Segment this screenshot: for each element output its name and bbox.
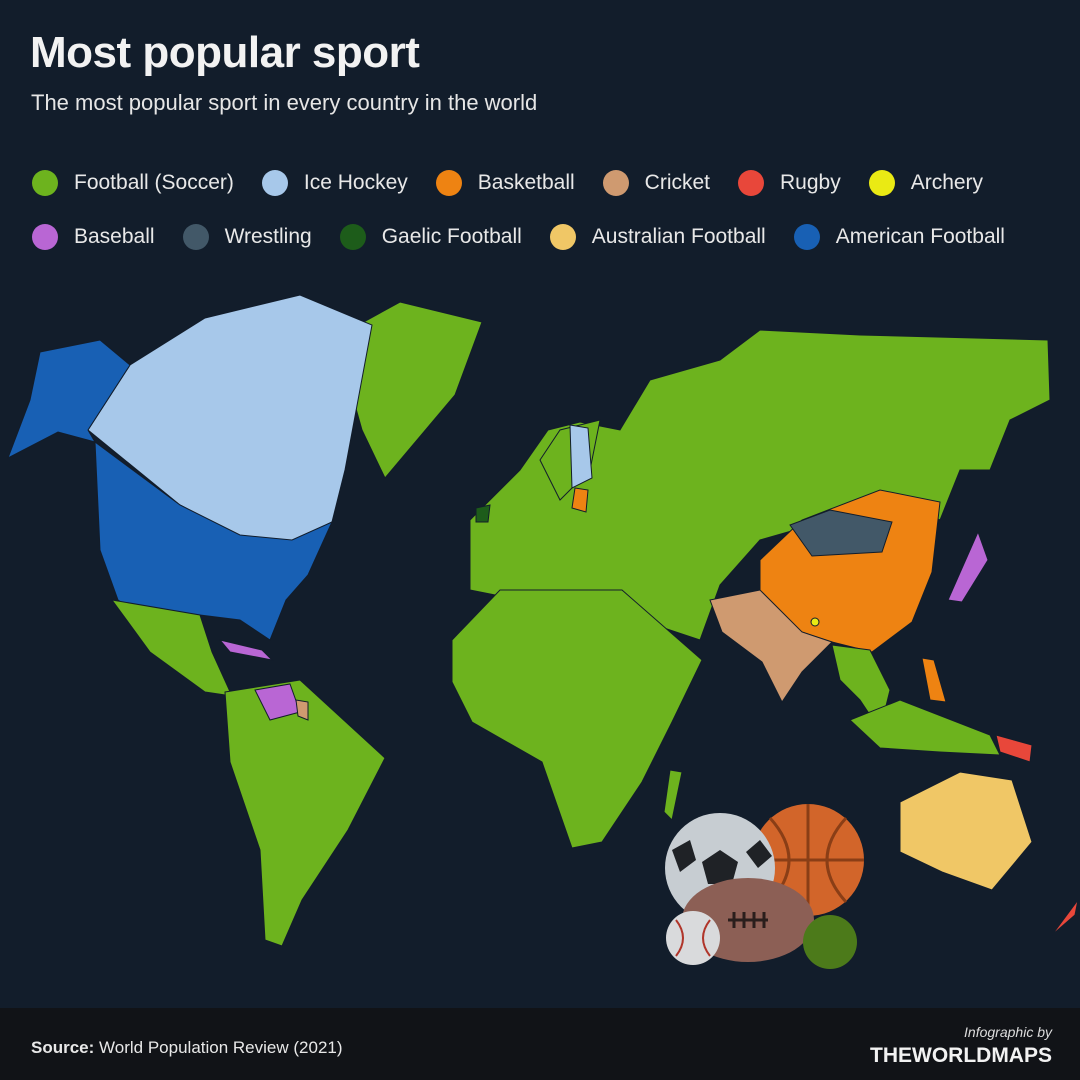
legend-swatch: [549, 224, 576, 250]
region-japan: [947, 530, 989, 603]
source-text: World Population Review (2021): [99, 1038, 343, 1057]
brand-logo: THEWORLDMAPS: [870, 1044, 1052, 1067]
region-caribbean: [218, 639, 274, 661]
legend-label: Wrestling: [224, 225, 312, 248]
region-australia: [899, 771, 1033, 891]
legend-label: Gaelic Football: [381, 225, 522, 248]
legend-item: Archery: [868, 170, 984, 196]
legend-item: Rugby: [738, 170, 841, 196]
legend-item: Australian Football: [549, 224, 766, 250]
legend-row: Baseball Wrestling Gaelic Football Australi…: [32, 210, 1072, 264]
region-png: [995, 734, 1033, 763]
legend-label: Ice Hockey: [303, 171, 408, 194]
legend-item: Wrestling: [182, 224, 312, 250]
region-finland: [569, 424, 593, 489]
legend-item: Baseball: [32, 224, 155, 250]
region-ireland: [475, 504, 491, 523]
source-label: Source:: [31, 1038, 95, 1057]
credit-prefix: Infographic by: [964, 1024, 1052, 1040]
legend-item: Ice Hockey: [261, 170, 408, 196]
legend-item: Cricket: [602, 170, 710, 196]
legend-swatch: [182, 224, 209, 250]
legend-label: Australian Football: [591, 225, 766, 248]
region-new-zealand: [1051, 899, 1079, 936]
legend-label: Rugby: [780, 171, 841, 194]
legend-label: Archery: [910, 171, 984, 194]
region-india: [709, 589, 833, 703]
legend-swatch: [339, 224, 366, 250]
region-bhutan: [810, 617, 820, 627]
baseball-icon: [666, 911, 720, 965]
page-subtitle: The most popular sport in every country …: [31, 90, 538, 115]
legend-swatch: [32, 170, 58, 196]
legend-label: Baseball: [74, 225, 155, 248]
legend-item: Basketball: [435, 170, 575, 196]
region-africa: [451, 589, 703, 849]
region-mongolia: [789, 509, 893, 557]
region-guyana: [295, 699, 309, 721]
legend-swatch: [435, 170, 462, 196]
footer: Source: World Population Review (2021) I…: [0, 1008, 1080, 1080]
legend-label: Cricket: [644, 171, 710, 194]
region-indonesia: [849, 699, 1001, 756]
page-title: Most popular sport: [30, 28, 420, 77]
legend-swatch: [32, 224, 58, 250]
legend-item: Football (Soccer): [32, 170, 234, 196]
region-south-america: [224, 679, 386, 947]
legend-label: American Football: [835, 225, 1005, 248]
legend-label: Football (Soccer): [74, 171, 234, 194]
legend-item: Gaelic Football: [339, 224, 522, 250]
legend-swatch: [602, 170, 629, 196]
legend-swatch: [738, 170, 764, 196]
region-lithuania-latvia: [571, 487, 589, 513]
legend-swatch: [261, 170, 288, 196]
region-philippines: [921, 657, 947, 703]
sports-balls-illustration: [665, 804, 864, 969]
legend-row: Football (Soccer) Ice Hockey Basketball Cri…: [32, 156, 1072, 210]
legend-swatch: [793, 224, 820, 250]
legend-label: Basketball: [477, 171, 575, 194]
legend: Football (Soccer) Ice Hockey Basketball Cri…: [32, 156, 1072, 264]
region-madagascar: [663, 769, 683, 822]
source-note: Source: World Population Review (2021): [31, 1038, 343, 1058]
world-map: [7, 294, 1079, 969]
legend-swatch: [868, 170, 895, 196]
tennis-ball-icon: [803, 915, 857, 969]
legend-item: American Football: [793, 224, 1005, 250]
